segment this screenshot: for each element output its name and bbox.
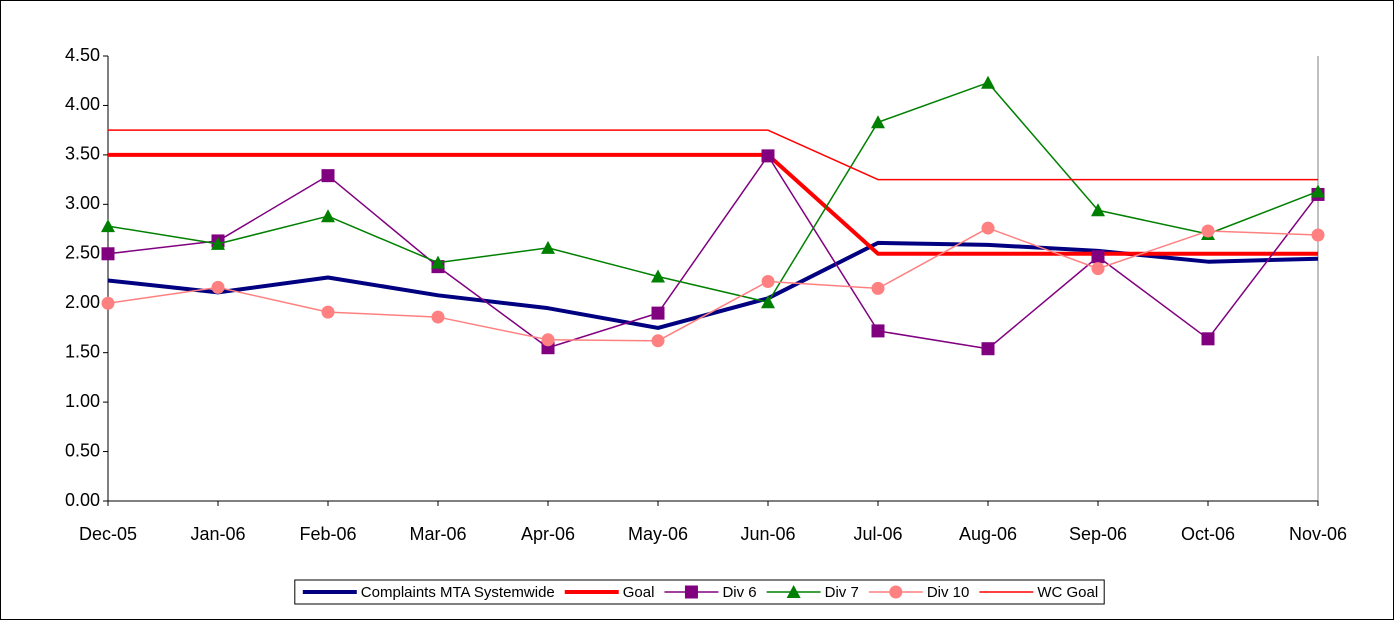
marker [651,306,665,320]
marker [651,334,665,348]
legend-label: Div 7 [825,584,859,601]
marker [786,585,801,598]
marker [1201,332,1215,346]
x-tick-label: Feb-06 [299,524,356,544]
series-line [108,129,1318,181]
marker [1091,250,1105,264]
y-tick-label: 0.00 [65,490,100,510]
marker [871,324,885,338]
x-tick-label: Dec-05 [79,524,137,544]
y-tick-label: 4.50 [65,45,100,65]
marker [321,169,335,183]
marker [761,274,775,288]
series-line [108,152,1318,256]
x-tick-label: Mar-06 [409,524,466,544]
marker [321,305,335,319]
series-line [107,227,1319,342]
marker [211,236,225,250]
x-tick-label: Apr-06 [521,524,575,544]
marker [541,240,555,254]
series-line [107,155,1319,350]
legend-label: Complaints MTA Systemwide [361,584,555,601]
legend-label: WC Goal [1037,584,1098,601]
marker [871,281,885,295]
marker [101,219,115,233]
marker [684,585,698,599]
marker [981,75,995,89]
marker [981,221,995,235]
y-tick-label: 2.50 [65,243,100,263]
marker [101,247,115,261]
y-tick-label: 3.50 [65,144,100,164]
x-tick-label: May-06 [628,524,688,544]
y-tick-label: 1.50 [65,341,100,361]
legend: Complaints MTA Systemwide Goal Div 6 Div 7 D… [294,579,1105,605]
legend-label: Div 6 [722,584,756,601]
marker [1091,203,1105,217]
marker [761,149,775,163]
marker [1311,228,1325,242]
marker [431,310,445,324]
marker [211,280,225,294]
y-tick-label: 1.00 [65,391,100,411]
x-tick-label: Jul-06 [853,524,902,544]
y-tick-label: 4.00 [65,94,100,114]
marker [321,209,335,223]
x-tick-label: Sep-06 [1069,524,1127,544]
marker [1201,224,1215,238]
x-tick-label: Oct-06 [1181,524,1235,544]
marker [541,333,555,347]
marker [431,255,445,269]
marker [1311,184,1325,198]
series-line [107,81,1319,303]
marker [889,585,903,599]
y-tick-label: 3.00 [65,193,100,213]
marker [871,115,885,129]
marker [981,342,995,356]
y-tick-label: 0.50 [65,440,100,460]
x-tick-label: Jan-06 [190,524,245,544]
x-tick-label: Aug-06 [959,524,1017,544]
y-tick-label: 2.00 [65,292,100,312]
x-tick-label: Nov-06 [1289,524,1347,544]
legend-label: Div 10 [927,584,970,601]
marker [1091,262,1105,276]
marker [651,269,665,283]
legend-label: Goal [623,584,655,601]
marker [101,296,115,310]
marker [761,295,775,309]
x-tick-label: Jun-06 [740,524,795,544]
